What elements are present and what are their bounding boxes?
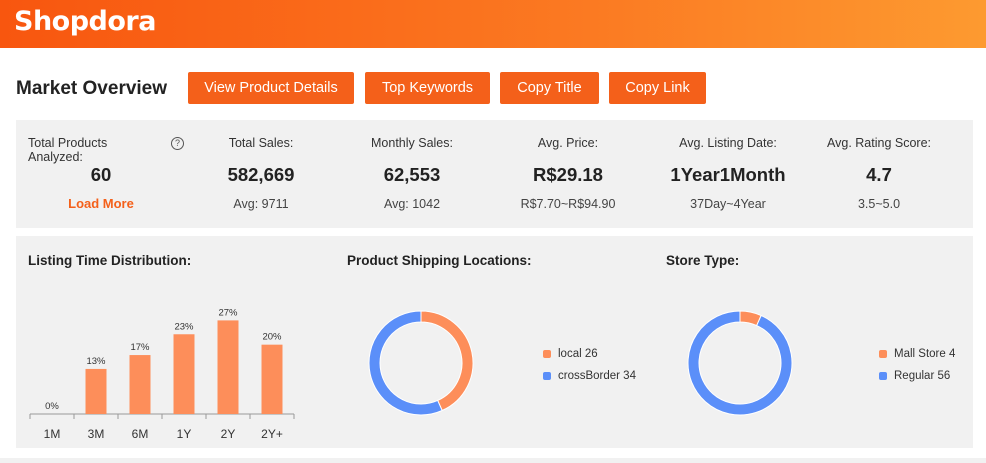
- help-icon[interactable]: ?: [171, 137, 184, 150]
- stat-value: 60: [90, 164, 112, 185]
- legend-label: crossBorder 34: [558, 370, 636, 382]
- stat-label: Avg. Price:: [537, 136, 599, 150]
- bar-2Y+[interactable]: [261, 344, 283, 414]
- stat-value: 62,553: [383, 164, 441, 185]
- shipping-locations-title: Product Shipping Locations:: [347, 253, 532, 268]
- bar-6M[interactable]: [129, 355, 151, 414]
- view-product-details-button[interactable]: View Product Details: [188, 72, 354, 104]
- shopdora-logo[interactable]: Shopdora: [14, 6, 156, 37]
- stat-sub: Avg: 1042: [383, 197, 441, 211]
- x-axis-tick-label: 2Y+: [261, 427, 283, 441]
- load-more-link[interactable]: Load More: [68, 196, 134, 211]
- stat-label: Avg. Rating Score:: [827, 136, 931, 150]
- stat-label: Total Products Analyzed:: [28, 136, 108, 164]
- app-header: Shopdora: [0, 0, 986, 48]
- bar-2Y[interactable]: [217, 320, 239, 414]
- bar-value-label: 23%: [174, 321, 194, 332]
- stat-total-products: Total Products Analyzed: ? 60 Load More: [16, 120, 186, 228]
- legend-item-crossborder[interactable]: crossBorder 34: [543, 370, 636, 382]
- legend-swatch-crossborder: [543, 372, 551, 380]
- stat-sub: 3.5~5.0: [857, 197, 901, 211]
- listing-time-bar-chart: 0% 1M 13% 3M 17% 6M 23% 1Y 27% 2Y 20% 2Y+: [29, 307, 295, 441]
- legend-label: Regular 56: [894, 370, 951, 382]
- x-axis-tick-label: 6M: [132, 427, 149, 441]
- copy-link-button[interactable]: Copy Link: [609, 72, 706, 104]
- stat-avg-listing-date: Avg. Listing Date: 1Year1Month 37Day~4Ye…: [648, 120, 808, 228]
- stat-monthly-sales: Monthly Sales: 62,553 Avg: 1042: [336, 120, 488, 228]
- title-row: Market Overview View Product Details Top…: [0, 70, 986, 110]
- stat-avg-price: Avg. Price: R$29.18 R$7.70~R$94.90: [488, 120, 648, 228]
- x-axis-tick-label: 3M: [88, 427, 105, 441]
- legend-item-regular[interactable]: Regular 56: [879, 370, 950, 382]
- copy-title-button[interactable]: Copy Title: [500, 72, 599, 104]
- stats-panel: Total Products Analyzed: ? 60 Load More …: [16, 120, 973, 228]
- bar-value-label: 0%: [45, 401, 59, 412]
- slice-local[interactable]: [420, 310, 474, 412]
- bar-value-label: 20%: [262, 332, 282, 343]
- top-keywords-button[interactable]: Top Keywords: [365, 72, 490, 104]
- bar-value-label: 13%: [86, 356, 106, 367]
- slice-crossborder[interactable]: [368, 310, 443, 416]
- shipping-locations-donut-chart: [368, 310, 474, 416]
- stat-value: R$29.18: [533, 164, 603, 185]
- listing-time-title: Listing Time Distribution:: [28, 253, 192, 268]
- legend-label: local 26: [558, 348, 598, 360]
- slice-regular[interactable]: [687, 310, 793, 416]
- stat-total-sales: Total Sales: 582,669 Avg: 9711: [186, 120, 336, 228]
- x-axis-tick-label: 1Y: [177, 427, 192, 441]
- x-axis-tick-label: 1M: [44, 427, 61, 441]
- bar-3M[interactable]: [85, 368, 107, 414]
- bottom-divider: [0, 458, 986, 463]
- store-type-donut-chart: [687, 310, 793, 416]
- stat-sub: R$7.70~R$94.90: [520, 197, 616, 211]
- stat-avg-rating: Avg. Rating Score: 4.7 3.5~5.0: [808, 120, 950, 228]
- charts-panel: Listing Time Distribution: Product Shipp…: [16, 236, 973, 448]
- stat-sub: 37Day~4Year: [690, 197, 766, 211]
- stat-label: Avg. Listing Date:: [679, 136, 777, 150]
- stat-label: Monthly Sales:: [371, 136, 453, 150]
- legend-item-local[interactable]: local 26: [543, 348, 598, 360]
- legend-item-mall-store[interactable]: Mall Store 4: [879, 348, 955, 360]
- bar-1Y[interactable]: [173, 334, 195, 414]
- stat-sub: Avg: 9711: [233, 197, 289, 211]
- legend-swatch-mall-store: [879, 350, 887, 358]
- x-axis-tick-label: 2Y: [221, 427, 236, 441]
- legend-swatch-local: [543, 350, 551, 358]
- page-title: Market Overview: [16, 78, 168, 99]
- legend-swatch-regular: [879, 372, 887, 380]
- store-type-title: Store Type:: [666, 253, 740, 268]
- bar-value-label: 17%: [130, 342, 150, 353]
- stat-value: 1Year1Month: [670, 164, 786, 185]
- legend-label: Mall Store 4: [894, 348, 956, 360]
- stat-value: 4.7: [866, 164, 892, 185]
- stat-label: Total Sales:: [228, 136, 294, 150]
- bar-value-label: 27%: [218, 307, 238, 318]
- stat-value: 582,669: [227, 164, 295, 185]
